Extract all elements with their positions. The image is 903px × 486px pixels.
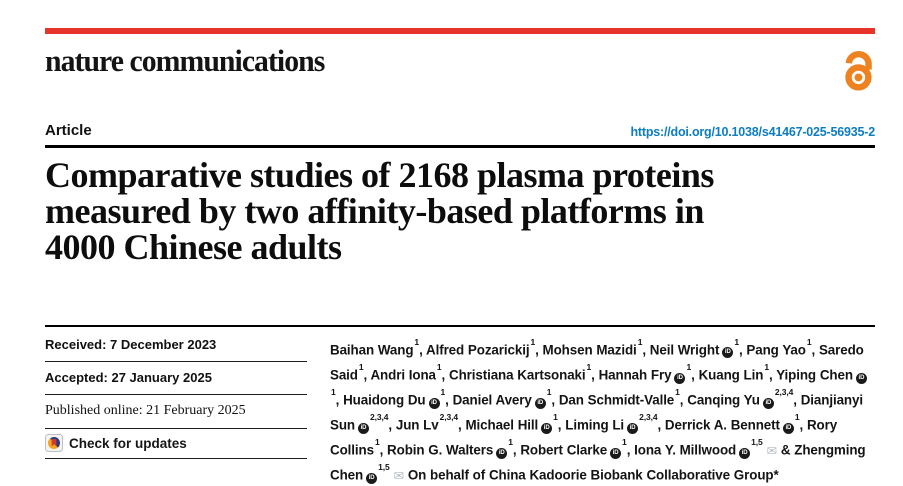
affiliation-superscript: 1 (734, 336, 739, 347)
affiliation-superscript: 1,5 (378, 461, 390, 472)
author-list: Baihan Wang1, Alfred Pozarickij1, Mohsen… (330, 336, 867, 484)
affiliation-superscript: 1 (374, 436, 380, 447)
author-name: Rory Collins (330, 417, 838, 458)
affiliation-superscript: 1 (508, 436, 513, 447)
affiliation-superscript: 1,5 (751, 436, 763, 447)
doi-link[interactable]: https://doi.org/10.1038/s41467-025-56935… (630, 125, 875, 139)
author-name: Daniel Avery (452, 392, 532, 408)
affiliation-superscript: 1 (436, 361, 442, 372)
orcid-id-icon[interactable]: iD (366, 472, 378, 484)
journal-wordmark: nature communications (45, 43, 325, 78)
envelope-icon[interactable]: ✉ (766, 443, 778, 458)
affiliation-superscript: 1 (586, 361, 592, 372)
author-name: Baihan Wang (330, 342, 414, 358)
envelope-icon[interactable]: ✉ (393, 468, 404, 483)
article-header-row: Article https://doi.org/10.1038/s41467-0… (45, 122, 875, 148)
author-name: Dan Schmidt-Valle (558, 392, 675, 408)
affiliation-superscript: 1 (358, 361, 364, 372)
masthead: nature communications (45, 44, 875, 98)
affiliation-superscript: 1 (331, 386, 336, 397)
author-name: Robert Clarke (520, 442, 608, 458)
orcid-id-icon[interactable]: iD (534, 397, 546, 409)
title-line-2: measured by two affinity-based platforms… (45, 191, 704, 231)
author-name: Saredo Said (330, 342, 864, 383)
author-name: Hannah Fry (598, 367, 672, 383)
affiliation-superscript: 1 (794, 411, 800, 422)
meta-and-authors: Received: 7 December 2023 Accepted: 27 J… (45, 325, 875, 486)
author-name: Dianjianyi Sun (330, 392, 863, 433)
open-access-lock-icon (841, 39, 875, 91)
affiliation-superscript: 1 (622, 436, 627, 447)
affiliation-superscript: 1 (764, 361, 769, 372)
author-name: Derrick A. Bennett (664, 417, 780, 433)
author-name: Robin G. Walters (387, 442, 494, 458)
author-name: Liming Li (565, 417, 625, 433)
on-behalf-text: On behalf of China Kadoorie Biobank Coll… (407, 467, 779, 483)
orcid-id-icon[interactable]: iD (722, 347, 734, 359)
orcid-id-icon[interactable]: iD (855, 372, 867, 384)
orcid-id-icon[interactable]: iD (496, 447, 508, 459)
affiliation-superscript: 1 (414, 336, 420, 347)
author-name: Pang Yao (746, 342, 806, 358)
author-name: Kuang Lin (698, 367, 764, 383)
brand-accent-bar (45, 28, 875, 34)
title-line-1: Comparative studies of 2168 plasma prote… (45, 155, 714, 195)
article-type-label: Article (45, 122, 92, 139)
accepted-date: Accepted: 27 January 2025 (45, 362, 307, 395)
author-name: Huaidong Du (343, 392, 426, 408)
check-for-updates-button[interactable]: Check for updates (45, 429, 307, 459)
author-name: Andri Iona (370, 367, 436, 383)
affiliation-superscript: 1 (553, 411, 558, 422)
orcid-id-icon[interactable]: iD (541, 422, 553, 434)
orcid-id-icon[interactable]: iD (782, 422, 794, 434)
affiliation-superscript: 2,3,4 (639, 411, 658, 422)
author-name: Mohsen Mazidi (542, 342, 637, 358)
author-name: Christiana Kartsonaki (449, 367, 586, 383)
check-for-updates-label: Check for updates (69, 435, 187, 451)
affiliation-superscript: 1 (440, 386, 446, 397)
article-history-column: Received: 7 December 2023 Accepted: 27 J… (45, 327, 307, 486)
orcid-id-icon[interactable]: iD (358, 422, 369, 434)
orcid-id-icon[interactable]: iD (610, 447, 622, 459)
affiliation-superscript: 1 (546, 386, 552, 397)
author-name: Neil Wright (649, 342, 720, 358)
title-line-3: 4000 Chinese adults (45, 227, 342, 267)
affiliation-superscript: 1 (806, 336, 812, 347)
affiliation-superscript: 1 (675, 386, 680, 397)
author-name: Alfred Pozarickij (426, 342, 530, 358)
orcid-id-icon[interactable]: iD (674, 372, 686, 384)
author-name: Iona Y. Millwood (634, 442, 737, 458)
orcid-id-icon[interactable]: iD (627, 422, 639, 434)
affiliation-superscript: 1 (686, 361, 692, 372)
author-name: Yiping Chen (776, 367, 853, 383)
orcid-id-icon[interactable]: iD (739, 447, 751, 459)
author-name: Jun Lv (395, 417, 439, 433)
author-column: Baihan Wang1, Alfred Pozarickij1, Mohsen… (330, 327, 875, 486)
affiliation-superscript: 1 (637, 336, 643, 347)
author-name: Zhengming Chen (330, 442, 866, 483)
orcid-id-icon[interactable]: iD (762, 397, 774, 409)
author-name: Michael Hill (465, 417, 539, 433)
crossmark-circle-icon (45, 434, 63, 452)
affiliation-superscript: 2,3,4 (439, 411, 459, 422)
author-name: Canqing Yu (687, 392, 760, 408)
received-date: Received: 7 December 2023 (45, 327, 307, 362)
affiliation-superscript: 2,3,4 (774, 386, 794, 397)
article-title: Comparative studies of 2168 plasma prote… (45, 157, 875, 265)
affiliation-superscript: 1 (530, 336, 536, 347)
published-date: Published online: 21 February 2025 (45, 395, 307, 429)
orcid-id-icon[interactable]: iD (428, 397, 440, 409)
affiliation-superscript: 2,3,4 (370, 411, 389, 422)
